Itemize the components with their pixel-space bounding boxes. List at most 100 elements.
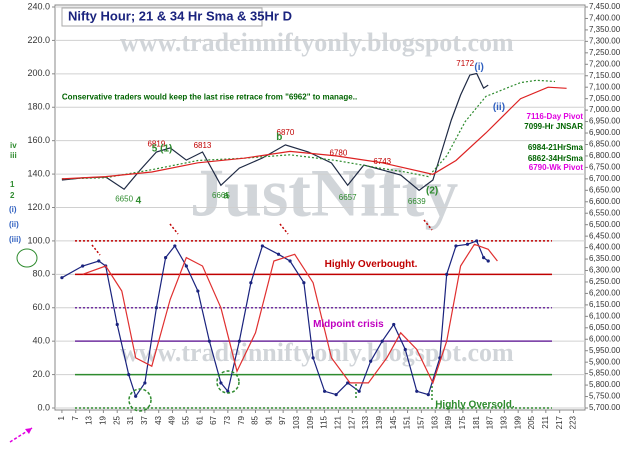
series-point xyxy=(226,389,230,393)
x-tick-label: 31 xyxy=(126,415,135,424)
series-point xyxy=(357,389,361,393)
x-tick-label: 13 xyxy=(85,415,94,424)
series-point xyxy=(237,339,241,343)
y-tick-label: 60.0 xyxy=(32,302,50,312)
series-point xyxy=(196,289,200,293)
y2-tick-label: 7,200.00 xyxy=(589,59,621,68)
y2-tick-label: 7,150.00 xyxy=(589,71,621,80)
series-point xyxy=(81,264,85,268)
price-label: 6650 xyxy=(115,194,133,203)
series-point xyxy=(482,256,486,260)
series-point xyxy=(164,256,168,260)
series-point xyxy=(486,259,490,263)
price-label: 6639 xyxy=(408,197,426,206)
series-point xyxy=(334,393,338,397)
series-point xyxy=(260,244,264,248)
y2-tick-label: 5,800.00 xyxy=(589,380,621,389)
y-tick-label: 40.0 xyxy=(32,336,50,346)
series-point xyxy=(475,239,479,243)
series-point xyxy=(403,347,407,352)
x-tick-label: 19 xyxy=(99,415,108,424)
y2-tick-label: 6,500.00 xyxy=(589,220,621,229)
price-label: 6657 xyxy=(339,193,357,202)
x-tick-label: 55 xyxy=(181,415,190,424)
title-box xyxy=(61,7,263,27)
price-label: 6819 xyxy=(147,140,165,149)
y2-tick-label: 6,350.00 xyxy=(589,254,621,263)
arrow-head xyxy=(25,428,32,434)
series-point xyxy=(380,339,384,343)
series-point xyxy=(143,381,147,385)
side-note: 6984-21HrSma xyxy=(528,143,584,152)
annotation: Midpoint crisis xyxy=(313,319,384,330)
series-point xyxy=(184,264,188,268)
series-point xyxy=(426,393,430,397)
x-tick-label: 193 xyxy=(499,415,508,429)
annotation: (2) xyxy=(426,185,438,196)
series-point xyxy=(392,322,396,327)
x-tick-label: 133 xyxy=(361,415,370,429)
series-line xyxy=(82,243,498,385)
series-point xyxy=(207,339,211,343)
series-point xyxy=(60,276,64,280)
series-point xyxy=(127,372,131,377)
y2-tick-label: 7,000.00 xyxy=(589,105,621,114)
highlight-circle xyxy=(128,388,152,412)
y2-tick-label: 6,950.00 xyxy=(589,117,621,126)
price-label: 6743 xyxy=(373,157,391,166)
y2-tick-label: 5,900.00 xyxy=(589,357,621,366)
y2-tick-label: 6,700.00 xyxy=(589,174,621,183)
x-tick-label: 73 xyxy=(223,415,232,424)
y2-tick-label: 7,300.00 xyxy=(589,36,621,45)
price-label: 6813 xyxy=(194,141,212,150)
x-tick-label: 25 xyxy=(112,415,121,424)
x-tick-label: 61 xyxy=(195,415,204,424)
y-tick-label: 100.0 xyxy=(27,235,50,245)
x-tick-label: 7 xyxy=(71,415,80,420)
y2-tick-label: 6,450.00 xyxy=(589,231,621,240)
x-tick-label: 97 xyxy=(278,415,287,424)
annotation: Highly Oversold. xyxy=(435,399,515,410)
series-point xyxy=(276,252,281,256)
x-tick-label: 223 xyxy=(569,415,578,429)
y2-tick-label: 6,800.00 xyxy=(589,151,621,160)
y2-tick-label: 6,050.00 xyxy=(589,323,621,332)
x-tick-label: 109 xyxy=(306,415,315,429)
y-tick-label: 240.0 xyxy=(27,1,50,11)
series-point xyxy=(288,259,292,263)
labels: 0.0 20.0 40.0 60.0 80.0 100.0 120.0 140.0 160.0 1… xyxy=(9,1,621,429)
series-point xyxy=(154,306,158,310)
wave-label: (ii) xyxy=(9,220,19,229)
series-point xyxy=(465,242,470,246)
wave-label: 1 xyxy=(10,180,15,189)
x-tick-label: 43 xyxy=(154,415,163,424)
series-point xyxy=(302,281,306,285)
watermark: JustNifty xyxy=(190,155,458,231)
y2-tick-label: 7,450.00 xyxy=(589,2,621,11)
side-note: 7099-Hr JNSAR xyxy=(524,122,583,131)
y2-tick-label: 7,250.00 xyxy=(589,48,621,57)
y2-tick-label: 6,900.00 xyxy=(589,128,621,137)
y-tick-label: 20.0 xyxy=(32,369,50,379)
series-point xyxy=(445,272,449,276)
wave-label: 2 xyxy=(10,191,15,200)
y2-tick-label: 5,950.00 xyxy=(589,346,621,355)
series-point xyxy=(311,356,315,360)
y2-tick-label: 7,350.00 xyxy=(589,25,621,34)
y2-tick-label: 5,700.00 xyxy=(589,403,621,412)
side-note: 7116-Day Pivot xyxy=(527,112,584,121)
y2-tick-label: 6,000.00 xyxy=(589,334,621,343)
y2-tick-label: 7,050.00 xyxy=(589,94,621,103)
x-tick-label: 85 xyxy=(251,415,260,424)
x-tick-label: 175 xyxy=(458,415,467,429)
x-tick-label: 67 xyxy=(209,415,218,424)
y-tick-label: 180.0 xyxy=(27,102,50,112)
annotation: (i) xyxy=(474,62,483,73)
x-tick-label: 115 xyxy=(320,415,329,428)
x-tick-label: 163 xyxy=(430,415,439,429)
side-note: 6862-34HrSma xyxy=(528,154,584,163)
chart-title: Nifty Hour; 21 & 34 Hr Sma & 35Hr D xyxy=(68,8,292,23)
x-tick-label: 127 xyxy=(347,415,356,429)
y-tick-label: 160.0 xyxy=(27,135,50,145)
